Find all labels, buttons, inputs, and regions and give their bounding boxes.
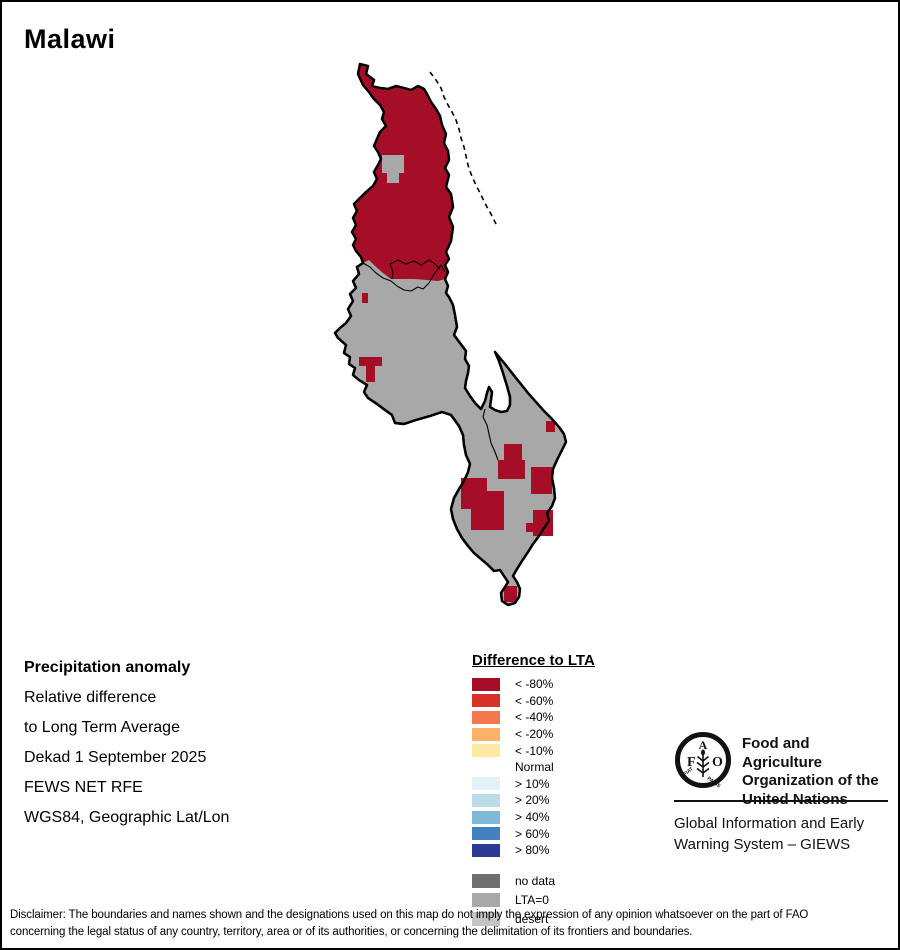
legend-row: > 60% [472, 825, 642, 842]
legend-label: < -60% [515, 693, 554, 708]
legend-swatch [472, 843, 500, 857]
legend-swatch [472, 710, 500, 724]
legend-row: > 20% [472, 792, 642, 809]
fao-logo-icon: F A O FIAT PANIS [675, 732, 731, 790]
legend-label: < -40% [515, 710, 554, 725]
legend-row: LTA=0 [472, 891, 642, 910]
disclaimer-line: concerning the legal status of any count… [10, 925, 693, 938]
giews-name: Global Information and Early Warning Sys… [674, 813, 864, 855]
fao-org-line: Food and Agriculture [742, 735, 823, 771]
legend-row: < -60% [472, 693, 642, 710]
giews-line: Warning System – GIEWS [674, 836, 851, 853]
legend-row: > 10% [472, 776, 642, 793]
legend-row: < -40% [472, 709, 642, 726]
wheat-ear [696, 753, 710, 777]
legend-extra-group: no data LTA=0 desert [472, 872, 642, 929]
lake-boundary-dashed [429, 71, 498, 227]
legend-swatch [472, 874, 500, 889]
legend-row: < -80% [472, 676, 642, 693]
legend-row: no data [472, 872, 642, 891]
legend-swatch [472, 810, 500, 824]
country-outline [333, 62, 568, 607]
legend-swatch [472, 677, 500, 691]
info-line: WGS84, Geographic Lat/Lon [24, 809, 230, 826]
giews-line: Global Information and Early [674, 815, 865, 832]
legend-label: LTA=0 [515, 893, 549, 908]
legend-label: < -80% [515, 677, 554, 692]
disclaimer-line: Disclaimer: The boundaries and names sho… [10, 909, 809, 921]
legend-label: < -10% [515, 743, 554, 758]
malawi-map [333, 62, 568, 607]
legend-row: Normal [472, 759, 642, 776]
legend-swatch [472, 912, 500, 927]
legend-label: desert [515, 912, 549, 927]
info-line: Dekad 1 September 2025 [24, 749, 207, 766]
page-title: Malawi [24, 24, 116, 54]
legend-label: > 20% [515, 793, 550, 808]
svg-text:F: F [687, 755, 696, 770]
legend-row: desert [472, 910, 642, 929]
disclaimer: Disclaimer: The boundaries and names sho… [10, 907, 890, 940]
fao-org-line: Organization of the [742, 772, 879, 789]
legend-title: Difference to LTA [472, 652, 595, 669]
legend-swatch [472, 727, 500, 741]
legend-swatch [472, 777, 500, 791]
svg-text:FIAT: FIAT [683, 766, 695, 777]
legend-row: > 40% [472, 809, 642, 826]
info-line: Relative difference [24, 689, 157, 706]
legend-label: > 80% [515, 843, 550, 858]
info-line: FEWS NET RFE [24, 779, 143, 796]
legend-swatch [472, 760, 500, 774]
svg-text:A: A [699, 738, 708, 752]
legend-row: < -10% [472, 742, 642, 759]
anomaly-patches [359, 293, 555, 602]
legend-row: < -20% [472, 726, 642, 743]
legend-swatch [472, 893, 500, 908]
legend: Difference to LTA < -80% < -60% < -40% <… [472, 652, 642, 929]
info-heading: Precipitation anomaly [24, 659, 191, 676]
legend-swatch [472, 694, 500, 708]
region-boundaries [362, 259, 499, 461]
legend-label: no data [515, 874, 556, 889]
legend-swatch [472, 793, 500, 807]
fao-org-name: Food and Agriculture Organization of the… [742, 735, 891, 809]
fao-org-line: United Nations [742, 790, 848, 808]
info-line: to Long Term Average [24, 719, 180, 736]
legend-label: Normal [515, 760, 554, 775]
legend-label: < -20% [515, 727, 554, 742]
north-gray-patch [382, 155, 404, 183]
svg-text:O: O [712, 755, 723, 770]
legend-swatch [472, 744, 500, 758]
map-info-block: Precipitation anomaly Relative differenc… [24, 653, 229, 833]
legend-label: > 40% [515, 810, 550, 825]
legend-row: > 80% [472, 842, 642, 859]
legend-label: > 60% [515, 826, 550, 841]
legend-label: > 10% [515, 776, 550, 791]
fao-divider [674, 800, 888, 802]
legend-swatch [472, 827, 500, 841]
